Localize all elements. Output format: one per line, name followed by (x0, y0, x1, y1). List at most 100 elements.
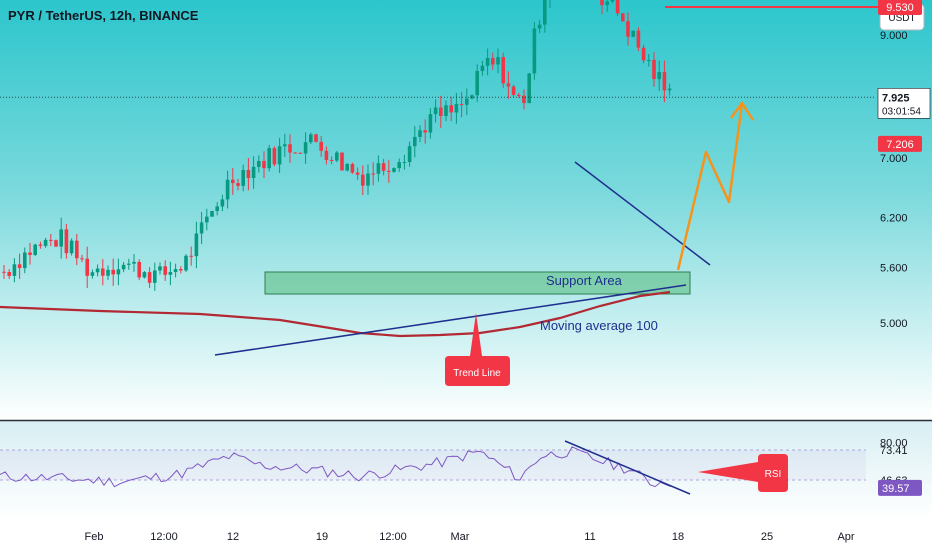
ascending-trend-line[interactable] (214, 284, 687, 356)
candle[interactable] (537, 19, 542, 34)
candle[interactable] (210, 210, 214, 217)
time-axis[interactable]: Feb 12:00 12 19 12:00 Mar 11 18 25 Apr (85, 531, 855, 543)
candle[interactable] (350, 162, 355, 174)
candle[interactable] (64, 224, 69, 259)
candle[interactable] (33, 243, 37, 256)
candle[interactable] (38, 241, 43, 249)
candle[interactable] (59, 217, 63, 259)
candle[interactable] (413, 125, 417, 158)
candle[interactable] (85, 246, 89, 289)
candle[interactable] (194, 221, 199, 269)
candle[interactable] (132, 254, 136, 272)
candle[interactable] (277, 137, 282, 174)
candle[interactable] (543, 0, 547, 33)
candle[interactable] (636, 27, 641, 52)
candle[interactable] (283, 133, 287, 158)
candle[interactable] (480, 60, 485, 76)
candle[interactable] (366, 164, 370, 195)
rsi-callout[interactable] (698, 454, 788, 492)
candle[interactable] (153, 262, 157, 291)
candle[interactable] (641, 44, 646, 64)
candle[interactable] (231, 168, 235, 195)
candle[interactable] (345, 162, 349, 172)
candle[interactable] (631, 30, 635, 38)
candle[interactable] (184, 254, 188, 273)
candle[interactable] (267, 144, 271, 172)
candle[interactable] (137, 259, 141, 281)
descending-resistance-line[interactable] (574, 161, 711, 266)
rsi-indicator[interactable]: RSI (0, 440, 788, 495)
candle[interactable] (319, 135, 323, 157)
candle[interactable] (272, 146, 277, 167)
symbol-title[interactable]: PYR / TetherUS, 12h, BINANCE (8, 8, 199, 23)
candle[interactable] (532, 22, 537, 80)
candle[interactable] (251, 156, 256, 189)
candle[interactable] (465, 88, 469, 116)
candle[interactable] (397, 158, 401, 172)
candle[interactable] (506, 71, 511, 99)
candle[interactable] (116, 258, 121, 286)
candle[interactable] (54, 239, 58, 248)
projection-path[interactable] (676, 102, 744, 271)
candle[interactable] (121, 261, 126, 273)
candle[interactable] (335, 150, 339, 163)
candle[interactable] (205, 208, 209, 231)
candle[interactable] (95, 264, 100, 277)
candle[interactable] (17, 253, 22, 279)
candle[interactable] (142, 271, 147, 279)
candle[interactable] (381, 158, 386, 176)
candle[interactable] (179, 266, 183, 274)
candle[interactable] (246, 158, 251, 191)
candle[interactable] (662, 60, 667, 103)
candle[interactable] (407, 141, 412, 167)
candle[interactable] (75, 233, 79, 266)
candle[interactable] (12, 258, 17, 283)
candle[interactable] (28, 243, 32, 265)
candle[interactable] (392, 167, 396, 173)
candle[interactable] (90, 269, 95, 279)
candle[interactable] (220, 194, 225, 212)
candle[interactable] (111, 258, 115, 286)
candle[interactable] (189, 246, 193, 266)
candle[interactable] (303, 132, 308, 164)
candle[interactable] (475, 64, 479, 103)
candle[interactable] (423, 119, 427, 144)
candle[interactable] (527, 73, 531, 104)
candle[interactable] (293, 152, 297, 154)
candle[interactable] (262, 151, 266, 178)
candle[interactable] (371, 162, 375, 186)
candle[interactable] (355, 167, 360, 180)
candle[interactable] (168, 261, 173, 286)
candle[interactable] (163, 260, 167, 281)
candle[interactable] (626, 12, 630, 46)
candle[interactable] (459, 91, 464, 118)
moving-average-100-line[interactable] (0, 290, 671, 338)
candle[interactable] (43, 237, 48, 248)
candle[interactable] (485, 48, 490, 76)
price-axis[interactable]: USDT 16.00014.00012.00010.0009.0007.0006… (0, 0, 931, 330)
candle[interactable] (376, 155, 381, 182)
candle[interactable] (324, 146, 329, 165)
candlestick-series[interactable] (2, 0, 672, 291)
candle[interactable] (667, 83, 672, 96)
candle[interactable] (7, 269, 11, 279)
candle[interactable] (158, 262, 162, 275)
candle[interactable] (501, 52, 505, 88)
candle[interactable] (309, 132, 313, 144)
candle[interactable] (418, 125, 422, 143)
candle[interactable] (491, 52, 495, 70)
candle[interactable] (454, 92, 459, 124)
candle[interactable] (428, 108, 433, 139)
candle[interactable] (511, 84, 516, 97)
rsi-line[interactable] (0, 446, 671, 488)
candle[interactable] (444, 100, 448, 122)
candle[interactable] (298, 152, 303, 154)
candle[interactable] (80, 254, 84, 263)
candle[interactable] (257, 155, 261, 173)
candle[interactable] (548, 0, 552, 8)
candle[interactable] (101, 259, 105, 286)
candle[interactable] (605, 0, 609, 12)
candle[interactable] (340, 152, 344, 171)
candle[interactable] (23, 247, 27, 274)
support-area-zone[interactable] (264, 271, 691, 295)
